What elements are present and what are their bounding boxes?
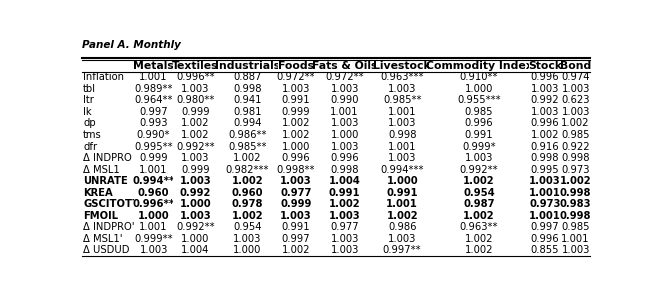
Text: Panel A. Monthly: Panel A. Monthly — [82, 40, 181, 50]
